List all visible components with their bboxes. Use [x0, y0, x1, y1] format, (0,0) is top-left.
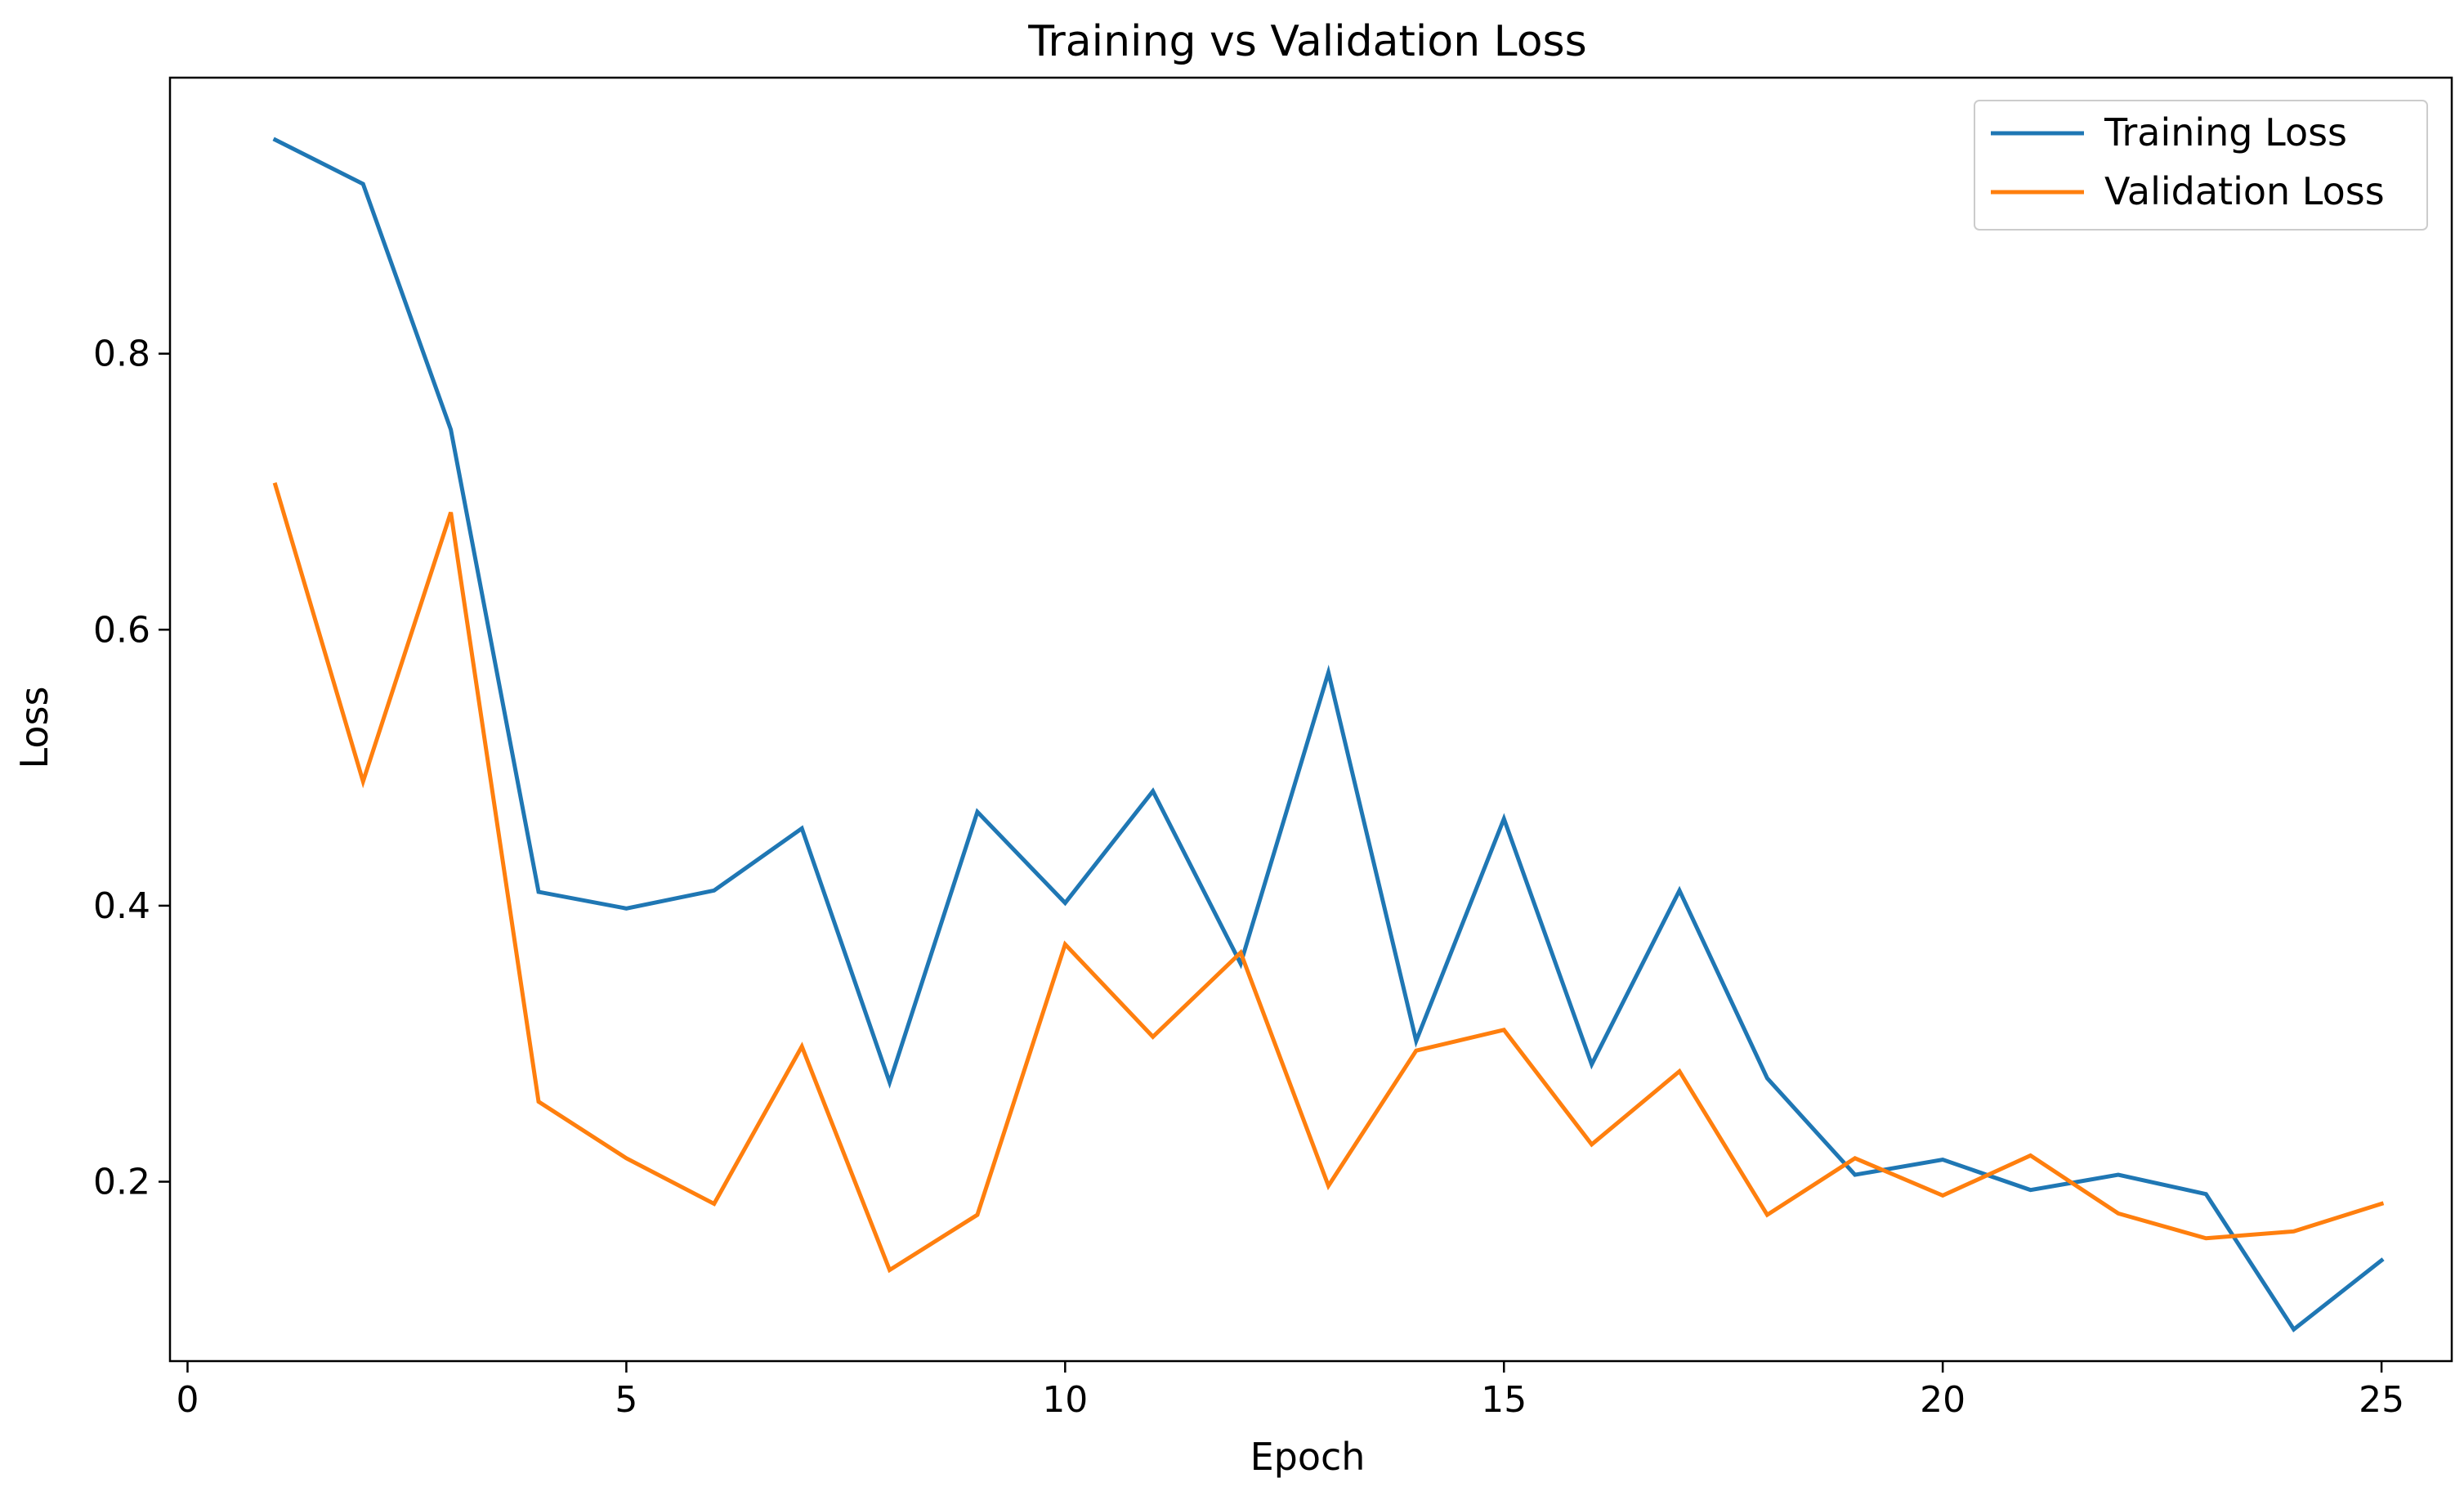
series-line-training-loss — [272, 137, 2385, 1332]
x-axis: 0 5 10 15 20 25 — [176, 1361, 2404, 1421]
x-tick-label: 20 — [1920, 1379, 1965, 1421]
x-tick-label: 15 — [1481, 1379, 1527, 1421]
x-tick-label: 10 — [1042, 1379, 1088, 1421]
series-line-validation-loss — [272, 481, 2385, 1274]
plot-area-frame — [168, 76, 2453, 1363]
y-tick-label: 0.2 — [93, 1162, 150, 1203]
legend-box — [1974, 100, 2428, 231]
x-axis-title: Epoch — [1250, 1435, 1366, 1479]
y-axis-title: Loss — [12, 687, 56, 769]
y-tick-label: 0.8 — [93, 334, 150, 375]
y-tick-label: 0.6 — [93, 609, 150, 651]
x-tick-label: 25 — [2359, 1379, 2404, 1421]
legend-label-validation: Validation Loss — [2104, 169, 2385, 213]
series-lines — [272, 137, 2385, 1332]
x-tick-label: 0 — [176, 1379, 199, 1421]
legend: Training Loss Validation Loss — [1974, 100, 2428, 231]
legend-label-training: Training Loss — [2104, 110, 2347, 155]
y-axis: 0.2 0.4 0.6 0.8 — [93, 334, 170, 1203]
y-tick-label: 0.4 — [93, 885, 150, 927]
chart-title: Training vs Validation Loss — [1027, 17, 1586, 66]
x-tick-label: 5 — [615, 1379, 637, 1421]
